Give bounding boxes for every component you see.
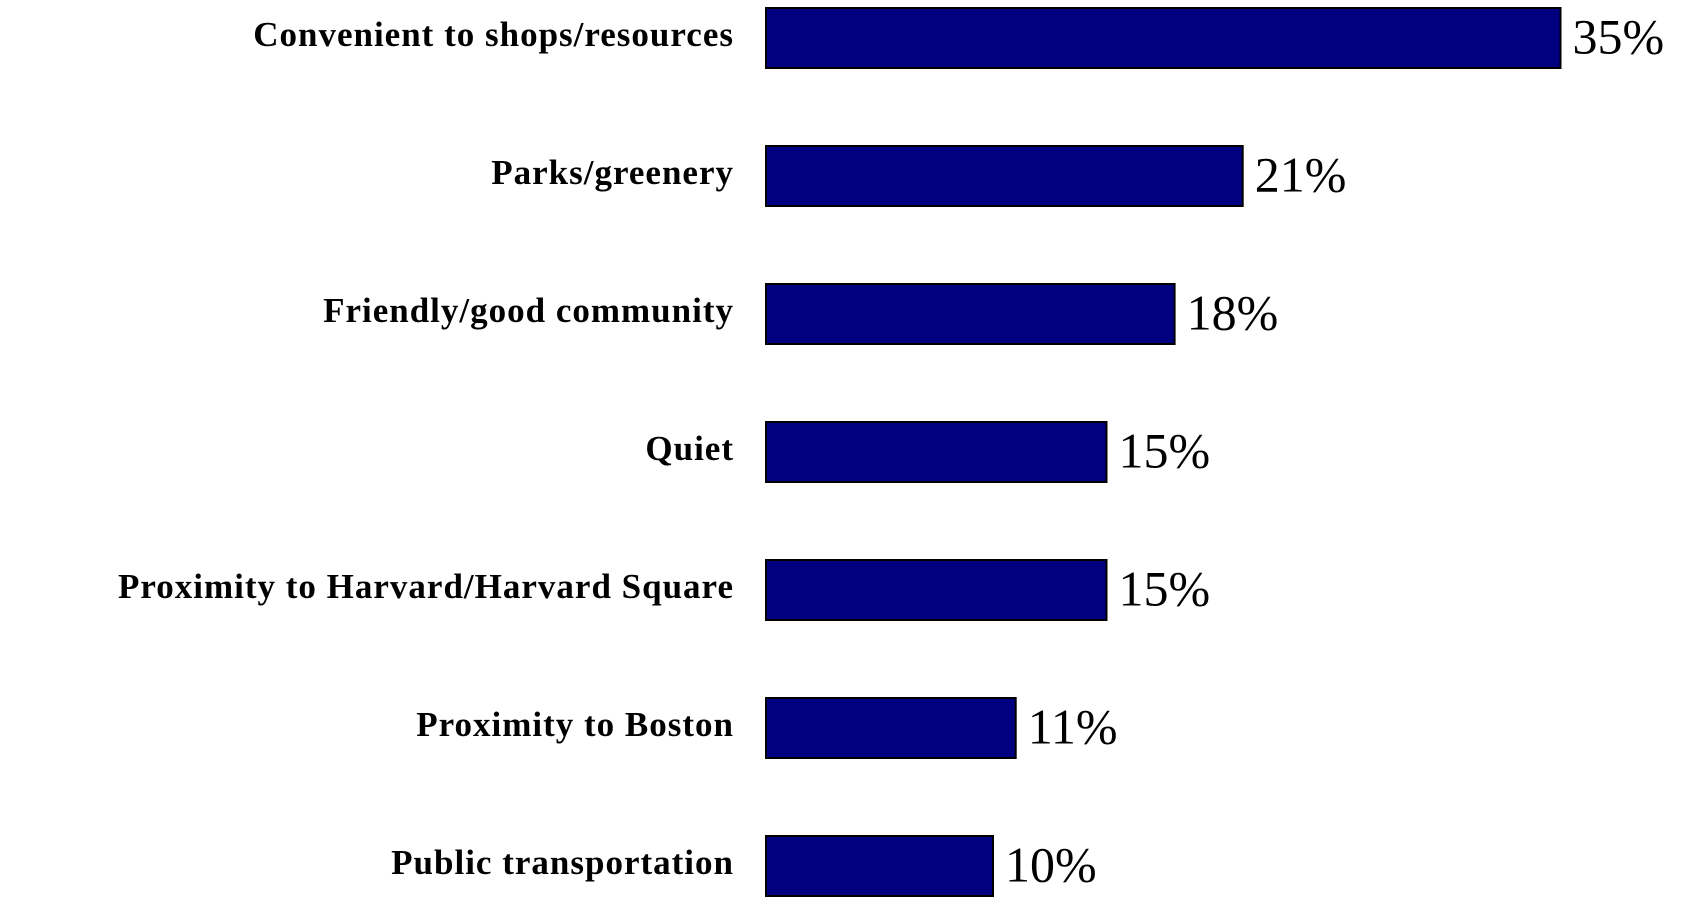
bar bbox=[765, 835, 994, 897]
value-label: 21% bbox=[1255, 146, 1347, 202]
value-label: 10% bbox=[1005, 836, 1097, 892]
category-label: Proximity to Harvard/Harvard Square bbox=[118, 567, 734, 606]
category-label: Convenient to shops/resources bbox=[253, 15, 734, 54]
value-label: 18% bbox=[1187, 284, 1279, 340]
category-label: Public transportation bbox=[391, 843, 734, 882]
category-label: Parks/greenery bbox=[491, 153, 734, 192]
category-label: Proximity to Boston bbox=[416, 705, 734, 744]
bar bbox=[765, 697, 1017, 759]
value-label: 15% bbox=[1119, 560, 1211, 616]
bar bbox=[765, 7, 1562, 69]
bar bbox=[765, 559, 1108, 621]
bar bbox=[765, 145, 1244, 207]
value-label: 35% bbox=[1573, 8, 1665, 64]
bar bbox=[765, 421, 1108, 483]
category-label: Quiet bbox=[645, 429, 734, 468]
value-label: 15% bbox=[1119, 422, 1211, 478]
value-label: 11% bbox=[1028, 698, 1118, 754]
bar bbox=[765, 283, 1176, 345]
category-label: Friendly/good community bbox=[323, 291, 734, 330]
